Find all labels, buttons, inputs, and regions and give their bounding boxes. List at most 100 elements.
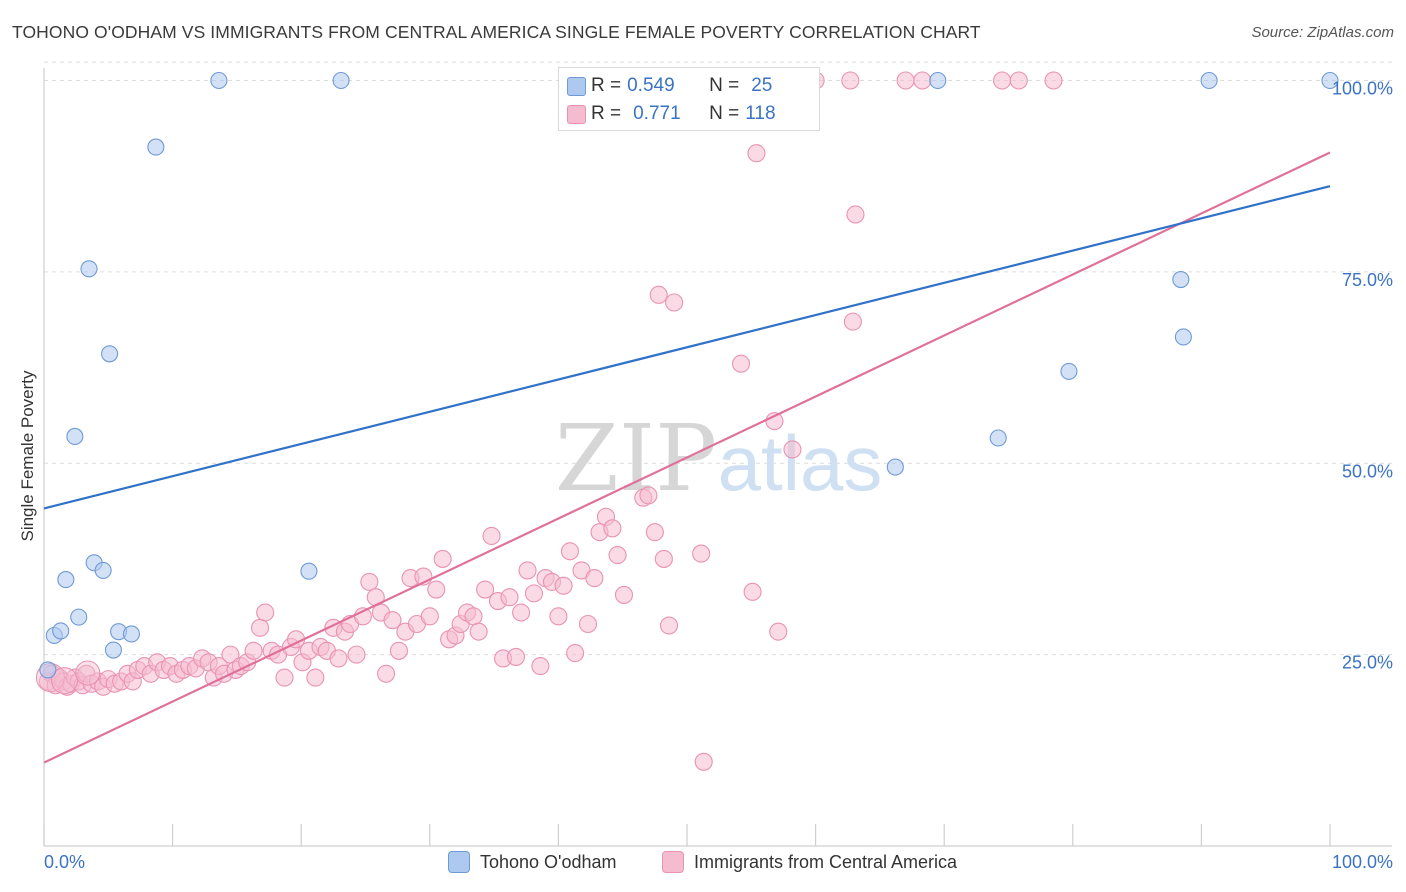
data-point — [843, 312, 862, 331]
data-point — [1172, 270, 1190, 289]
data-point — [929, 71, 947, 90]
data-point — [692, 544, 711, 563]
n-value: 25 — [751, 75, 773, 96]
watermark-atlas: atlas — [718, 419, 883, 507]
data-point — [554, 576, 573, 595]
pink-swatch-icon — [567, 104, 586, 124]
y-tick-label: 75.0% — [1342, 270, 1393, 290]
data-point — [506, 647, 526, 666]
data-point — [913, 71, 932, 90]
r-value: 0.549 — [627, 75, 675, 96]
data-point — [639, 486, 658, 505]
data-point — [101, 345, 119, 363]
data-point — [75, 660, 101, 686]
trend-line-tohono — [43, 185, 1331, 510]
data-point — [524, 584, 544, 603]
legend-item-central-america: Immigrants from Central America — [662, 851, 957, 873]
data-point — [603, 519, 622, 538]
blue-square-icon — [448, 851, 470, 873]
data-point — [1200, 71, 1218, 90]
data-point — [665, 293, 684, 312]
data-point — [614, 585, 634, 604]
n-label: N = — [709, 103, 740, 124]
data-point — [70, 608, 88, 626]
r-value: 0.771 — [633, 103, 681, 124]
data-point — [531, 657, 550, 676]
data-point — [360, 572, 379, 591]
data-point — [306, 668, 325, 687]
data-point — [560, 542, 580, 561]
data-point — [578, 614, 598, 634]
data-point — [329, 649, 348, 668]
n-value: 118 — [745, 103, 776, 124]
data-point — [1321, 71, 1339, 90]
y-tick-label: 100.0% — [1332, 79, 1393, 99]
data-point — [433, 549, 452, 568]
y-tick-label: 50.0% — [1342, 461, 1393, 481]
data-point — [585, 569, 604, 588]
data-point — [256, 603, 275, 622]
data-point — [122, 625, 140, 643]
pink-square-icon — [662, 851, 684, 873]
data-point — [51, 667, 79, 695]
legend-item-tohono: Tohono O'odham — [448, 851, 617, 873]
chart-title: TOHONO O'ODHAM VS IMMIGRANTS FROM CENTRA… — [12, 22, 981, 42]
data-point — [731, 354, 751, 373]
data-point — [377, 664, 396, 683]
data-point — [300, 562, 318, 580]
bottom-legend: Tohono O'odham Immigrants from Central A… — [0, 851, 1406, 877]
data-point — [244, 641, 263, 660]
data-point — [566, 644, 585, 663]
data-point — [210, 71, 228, 90]
data-point — [694, 752, 713, 771]
blue-swatch-icon — [567, 76, 586, 96]
data-point — [469, 622, 488, 641]
data-point — [500, 588, 519, 607]
legend-label: Immigrants from Central America — [694, 851, 958, 872]
data-point — [347, 645, 366, 664]
data-point — [52, 622, 70, 640]
data-point — [743, 582, 762, 601]
data-point — [846, 205, 865, 224]
data-point — [476, 580, 495, 599]
data-point — [649, 285, 668, 304]
stats-row-central-america: R = 0.771 N = 118 — [567, 101, 776, 127]
stats-legend: R = 0.549 N = 25 R = 0.771 N = 118 — [558, 67, 820, 131]
data-point — [482, 526, 501, 546]
data-point — [769, 622, 788, 641]
data-point — [512, 603, 531, 622]
legend-label: Tohono O'odham — [480, 851, 617, 872]
stats-row-tohono: R = 0.549 N = 25 — [567, 73, 773, 99]
data-point — [1009, 71, 1028, 90]
y-tick-label: 25.0% — [1342, 653, 1393, 673]
data-point — [896, 71, 915, 90]
data-point — [389, 641, 408, 660]
data-point — [886, 458, 904, 476]
data-point — [39, 661, 57, 679]
x-tick-label-max: 100.0% — [1331, 852, 1393, 872]
source-note: Source: ZipAtlas.com — [1251, 24, 1394, 41]
data-point — [464, 607, 483, 626]
data-point — [1174, 328, 1192, 346]
data-point — [654, 549, 673, 568]
data-point — [147, 138, 165, 156]
data-point — [104, 641, 122, 659]
data-point — [747, 144, 766, 163]
data-point — [783, 440, 802, 459]
data-point — [993, 71, 1012, 90]
data-point — [1044, 71, 1063, 90]
data-point — [989, 429, 1007, 447]
n-label: N = — [709, 75, 740, 96]
data-point — [549, 607, 568, 626]
r-label: R = — [591, 103, 622, 124]
data-point — [1060, 362, 1078, 380]
data-point — [427, 580, 446, 599]
data-point — [275, 668, 294, 687]
r-label: R = — [591, 75, 622, 96]
data-point — [250, 618, 270, 637]
data-point — [841, 71, 860, 90]
data-point — [80, 260, 98, 278]
x-tick-label-min: 0.0% — [44, 852, 86, 872]
data-point — [608, 546, 627, 565]
